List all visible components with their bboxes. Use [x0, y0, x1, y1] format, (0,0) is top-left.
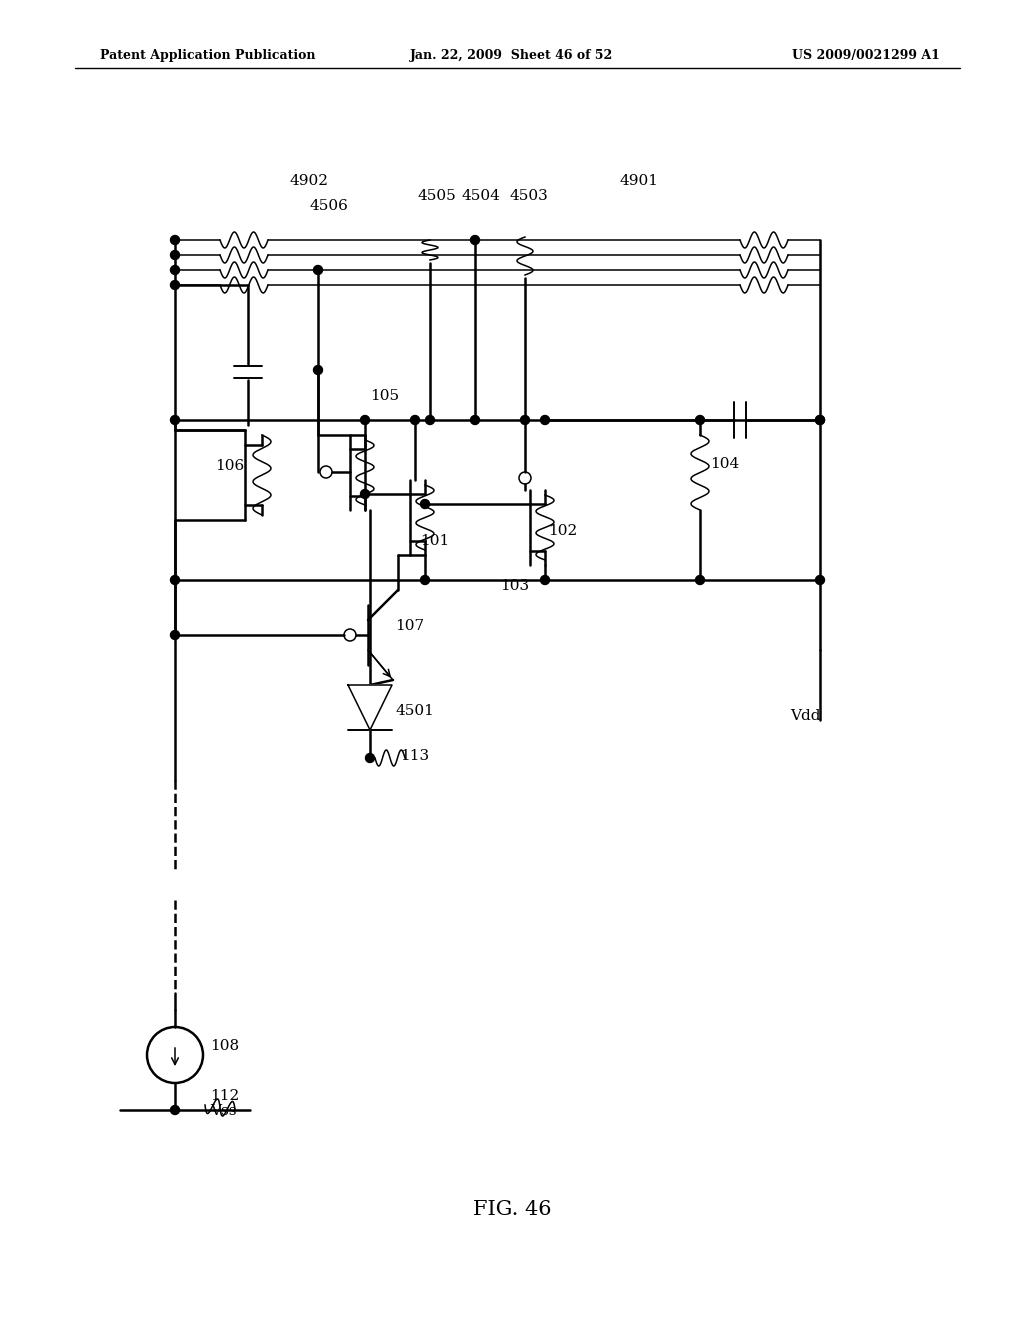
Text: 104: 104: [710, 457, 739, 471]
Circle shape: [695, 576, 705, 585]
Text: 4504: 4504: [462, 189, 501, 203]
Circle shape: [171, 1106, 179, 1114]
Text: 4503: 4503: [510, 189, 549, 203]
Polygon shape: [348, 685, 392, 730]
Text: 4506: 4506: [310, 199, 349, 213]
Text: FIG. 46: FIG. 46: [473, 1200, 551, 1218]
Circle shape: [171, 235, 179, 244]
Circle shape: [426, 416, 434, 425]
Circle shape: [171, 631, 179, 639]
Circle shape: [815, 416, 824, 425]
Text: 107: 107: [395, 619, 424, 634]
Circle shape: [171, 576, 179, 585]
Text: 4505: 4505: [418, 189, 457, 203]
Text: Patent Application Publication: Patent Application Publication: [100, 49, 315, 62]
Text: Vdd: Vdd: [790, 709, 820, 723]
Text: 108: 108: [210, 1039, 240, 1053]
Circle shape: [695, 416, 705, 425]
Circle shape: [313, 366, 323, 375]
Circle shape: [541, 576, 550, 585]
Circle shape: [421, 576, 429, 585]
Circle shape: [411, 416, 420, 425]
Text: Jan. 22, 2009  Sheet 46 of 52: Jan. 22, 2009 Sheet 46 of 52: [411, 49, 613, 62]
Circle shape: [470, 416, 479, 425]
Text: 105: 105: [370, 389, 399, 403]
Text: 112: 112: [210, 1089, 240, 1104]
Circle shape: [421, 499, 429, 508]
Circle shape: [815, 576, 824, 585]
Circle shape: [360, 490, 370, 499]
Text: 4901: 4901: [620, 174, 659, 187]
Circle shape: [171, 281, 179, 289]
Circle shape: [470, 235, 479, 244]
Text: US 2009/0021299 A1: US 2009/0021299 A1: [793, 49, 940, 62]
Circle shape: [171, 416, 179, 425]
Circle shape: [360, 416, 370, 425]
Circle shape: [520, 416, 529, 425]
Text: 113: 113: [400, 748, 429, 763]
Circle shape: [171, 251, 179, 260]
Text: 4501: 4501: [395, 704, 434, 718]
Circle shape: [313, 265, 323, 275]
Circle shape: [815, 416, 824, 425]
Text: 103: 103: [500, 579, 529, 593]
Circle shape: [171, 265, 179, 275]
Circle shape: [366, 754, 375, 763]
Text: Vss: Vss: [210, 1104, 237, 1118]
Text: 101: 101: [420, 535, 450, 548]
Circle shape: [541, 416, 550, 425]
Text: 106: 106: [215, 459, 245, 473]
Text: 4902: 4902: [290, 174, 329, 187]
Text: 102: 102: [548, 524, 578, 539]
